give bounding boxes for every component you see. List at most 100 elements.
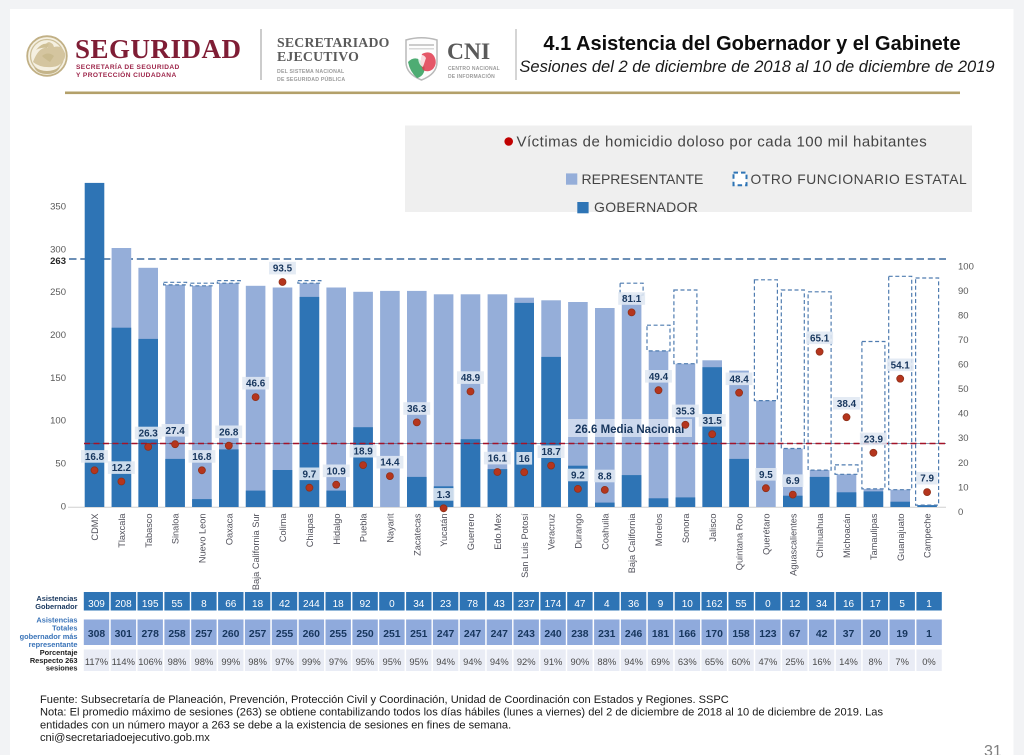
svg-text:257: 257 [249,629,267,640]
svg-text:1: 1 [926,629,932,640]
svg-text:9.7: 9.7 [303,469,317,480]
svg-text:123: 123 [759,629,777,640]
svg-text:Tamaulipas: Tamaulipas [869,513,879,560]
svg-text:12: 12 [789,599,801,610]
svg-text:43: 43 [494,599,506,610]
svg-text:REPRESENTANTE: REPRESENTANTE [582,171,704,187]
svg-text:181: 181 [652,629,670,640]
svg-text:247: 247 [464,629,482,640]
svg-text:7.9: 7.9 [920,474,934,485]
svg-text:67: 67 [789,629,801,640]
svg-text:48.4: 48.4 [729,374,749,385]
svg-text:CNI: CNI [447,39,490,65]
svg-text:81.1: 81.1 [622,294,642,305]
svg-text:Michoacán: Michoacán [842,514,852,558]
svg-text:255: 255 [330,629,348,640]
svg-text:Sinaloa: Sinaloa [171,513,181,545]
svg-text:Durango: Durango [574,514,584,549]
svg-text:10: 10 [682,599,694,610]
svg-text:16.8: 16.8 [192,452,212,463]
svg-text:258: 258 [168,629,186,640]
svg-text:Nayarit: Nayarit [386,513,396,543]
svg-text:sesiones: sesiones [46,664,78,673]
svg-text:63%: 63% [678,656,697,667]
svg-text:Guanajuato: Guanajuato [896,514,906,562]
svg-text:5: 5 [899,599,905,610]
svg-text:301: 301 [115,629,133,640]
svg-text:37: 37 [843,629,855,640]
svg-text:80: 80 [958,311,969,322]
svg-text:4: 4 [604,599,610,610]
svg-text:257: 257 [195,629,213,640]
svg-text:SEGURIDAD: SEGURIDAD [75,34,242,64]
svg-text:238: 238 [571,629,589,640]
svg-text:DE INFORMACIÓN: DE INFORMACIÓN [448,72,495,80]
svg-text:240: 240 [544,629,562,640]
svg-text:50: 50 [958,384,969,395]
svg-text:50: 50 [55,459,66,470]
svg-text:Morelos: Morelos [654,513,664,546]
svg-text:entidades con un número mayor: entidades con un número mayor a 263 se d… [40,719,511,731]
svg-text:100: 100 [50,416,66,427]
svg-text:97%: 97% [329,656,348,667]
svg-text:9: 9 [658,599,664,610]
svg-text:158: 158 [732,629,750,640]
svg-text:19: 19 [896,629,908,640]
svg-text:Nota: El promedio máximo de se: Nota: El promedio máximo de sesiones (26… [40,707,883,719]
svg-text:174: 174 [545,599,562,610]
svg-text:20: 20 [870,629,882,640]
svg-text:cni@secretariadoejecutivo.gob.: cni@secretariadoejecutivo.gob.mx [40,732,210,744]
svg-text:231: 231 [598,629,616,640]
svg-text:60: 60 [958,360,969,371]
svg-text:46.6: 46.6 [246,379,266,390]
svg-text:Sonora: Sonora [681,513,691,544]
svg-text:Asistencias: Asistencias [36,616,77,625]
svg-text:23.9: 23.9 [864,434,884,445]
svg-text:12.2: 12.2 [112,463,132,474]
svg-text:95%: 95% [356,656,375,667]
svg-text:SECRETARÍA DE SEGURIDAD: SECRETARÍA DE SEGURIDAD [76,62,180,71]
svg-text:255: 255 [276,629,294,640]
svg-text:260: 260 [303,629,321,640]
svg-text:gobernador más: gobernador más [20,632,78,641]
svg-text:Chihuahua: Chihuahua [815,513,825,558]
svg-text:23: 23 [440,599,452,610]
svg-text:263: 263 [50,256,66,267]
svg-text:34: 34 [413,599,425,610]
svg-text:16: 16 [519,454,530,465]
svg-text:36.3: 36.3 [407,404,427,415]
svg-text:Yucatán: Yucatán [439,514,449,547]
svg-text:DE SEGURIDAD PÚBLICA: DE SEGURIDAD PÚBLICA [277,76,345,83]
svg-text:Fuente: Subsecretaría de Plane: Fuente: Subsecretaría de Planeación, Pre… [40,694,729,706]
svg-text:Tlaxcala: Tlaxcala [117,513,127,548]
svg-text:Quintana Roo: Quintana Roo [735,514,745,571]
svg-text:208: 208 [115,599,132,610]
svg-text:251: 251 [383,629,401,640]
svg-text:166: 166 [679,629,697,640]
svg-text:250: 250 [50,287,66,298]
svg-text:Baja California Sur: Baja California Sur [251,514,261,591]
svg-text:Chiapas: Chiapas [305,513,315,547]
svg-text:0: 0 [765,599,771,610]
svg-text:8: 8 [201,599,207,610]
svg-text:250: 250 [356,629,374,640]
svg-text:18.7: 18.7 [541,447,561,458]
svg-text:Sesiones del 2 de diciembre de: Sesiones del 2 de diciembre de 2018 al 1… [519,58,994,76]
svg-text:9.2: 9.2 [571,471,585,482]
svg-text:65.1: 65.1 [810,333,830,344]
svg-text:92: 92 [359,599,371,610]
svg-text:14.4: 14.4 [380,458,400,469]
svg-text:94%: 94% [463,656,482,667]
svg-text:66: 66 [225,599,237,610]
svg-text:Campeche: Campeche [923,514,933,558]
svg-text:20: 20 [958,458,969,469]
svg-text:8%: 8% [869,656,883,667]
svg-text:309: 309 [88,599,105,610]
svg-text:Zacatecas: Zacatecas [412,513,422,556]
svg-text:247: 247 [437,629,455,640]
svg-text:243: 243 [518,629,536,640]
svg-text:36: 36 [628,599,640,610]
svg-text:94%: 94% [624,656,643,667]
svg-text:GOBERNADOR: GOBERNADOR [594,199,698,215]
svg-text:98%: 98% [168,656,187,667]
